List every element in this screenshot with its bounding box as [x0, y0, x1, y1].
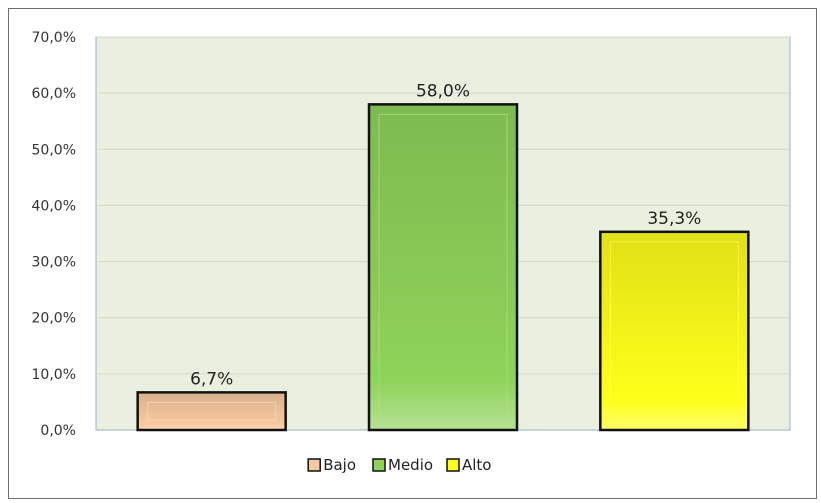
y-tick-label: 60,0%: [32, 86, 76, 102]
data-label: 58,0%: [416, 81, 470, 101]
bar-bajo: [136, 391, 287, 432]
legend-swatch: [372, 458, 386, 472]
y-tick-label: 50,0%: [32, 142, 76, 158]
bars: [136, 103, 750, 432]
legend-item-medio: Medio: [372, 456, 433, 474]
y-tick-label: 0,0%: [40, 423, 76, 439]
legend: Bajo Medio Alto: [307, 456, 492, 474]
y-tick-label: 10,0%: [32, 367, 76, 383]
bar-bevel: [378, 113, 508, 421]
legend-label: Alto: [462, 456, 492, 474]
y-tick-label: 20,0%: [32, 311, 76, 327]
bar-bevel: [609, 241, 739, 421]
legend-swatch: [446, 458, 460, 472]
legend-item-bajo: Bajo: [307, 456, 356, 474]
y-tick-label: 40,0%: [32, 198, 76, 214]
bar-rect: [367, 103, 519, 432]
bar-rect: [599, 230, 750, 432]
bar-medio: [367, 103, 519, 432]
data-labels: 6,7% 58,0% 35,3%: [190, 81, 701, 389]
data-label: 6,7%: [190, 369, 233, 389]
y-axis-ticks: 0,0% 10,0% 20,0% 30,0% 40,0% 50,0% 60,0% 70,0%: [32, 30, 76, 439]
legend-label: Bajo: [323, 456, 356, 474]
data-label: 35,3%: [647, 209, 701, 229]
bar-alto: [599, 230, 750, 432]
legend-swatch: [307, 458, 321, 472]
bar-rect: [136, 391, 287, 432]
legend-item-alto: Alto: [446, 456, 492, 474]
bar-bevel: [147, 401, 277, 421]
y-tick-label: 30,0%: [32, 255, 76, 271]
legend-label: Medio: [388, 456, 433, 474]
y-tick-label: 70,0%: [32, 30, 76, 46]
